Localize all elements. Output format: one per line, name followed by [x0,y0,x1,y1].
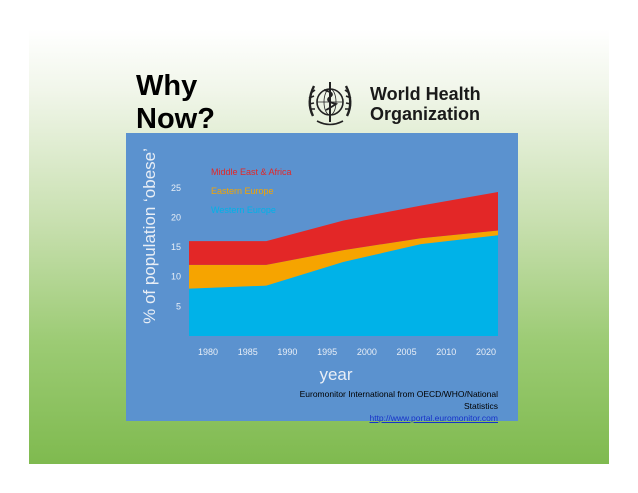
x-tick-label: 2020 [476,347,496,357]
area-series-group [189,192,498,336]
y-tick-label: 20 [171,212,181,222]
y-axis-label: % of population ‘obese’ [140,148,159,324]
legend-entry: Eastern Europe [211,186,274,196]
title-line-1: Why [136,70,198,102]
legend-entry: Western Europe [211,205,276,215]
slide-title: Why Now? [136,70,215,136]
organization-line-1: World Health [370,84,481,104]
legend-entry: Middle East & Africa [211,167,292,177]
title-line-2: Now? [136,103,215,135]
x-tick-label: 2010 [436,347,456,357]
y-tick-label: 25 [171,183,181,193]
x-tick-label: 1985 [238,347,258,357]
x-tick-label: 1980 [198,347,218,357]
x-tick-labels: 1980 1985 1990 1995 2000 2005 2010 2020 [198,347,496,357]
source-link[interactable]: http://www.portal.euromonitor.com [369,413,498,423]
who-emblem-icon [308,82,352,126]
x-tick-label: 2000 [357,347,377,357]
who-organization-name: World Health Organization [370,84,481,124]
chart-panel: 5 10 15 20 25 1980 1985 1990 1995 2000 2005 2010 20… [126,133,518,424]
source-citation: Euromonitor International from OECD/WHO/… [266,388,498,424]
legend: Middle East & Africa Eastern Europe Wester… [211,167,292,215]
obesity-chart: 5 10 15 20 25 1980 1985 1990 1995 2000 2005 2010 20… [140,148,498,384]
y-tick-label: 15 [171,242,181,252]
x-tick-label: 1990 [277,347,297,357]
x-tick-label: 1995 [317,347,337,357]
area-middle-east-africa [189,192,498,265]
y-tick-label: 10 [171,272,181,282]
source-text: Euromonitor International from OECD/WHO/… [299,389,498,411]
organization-line-2: Organization [370,104,481,124]
x-axis-label: year [319,365,352,384]
y-tick-label: 5 [176,301,181,311]
x-tick-label: 2005 [397,347,417,357]
y-tick-labels: 5 10 15 20 25 [171,183,181,312]
area-western-europe [189,235,498,336]
area-eastern-europe [189,230,498,289]
